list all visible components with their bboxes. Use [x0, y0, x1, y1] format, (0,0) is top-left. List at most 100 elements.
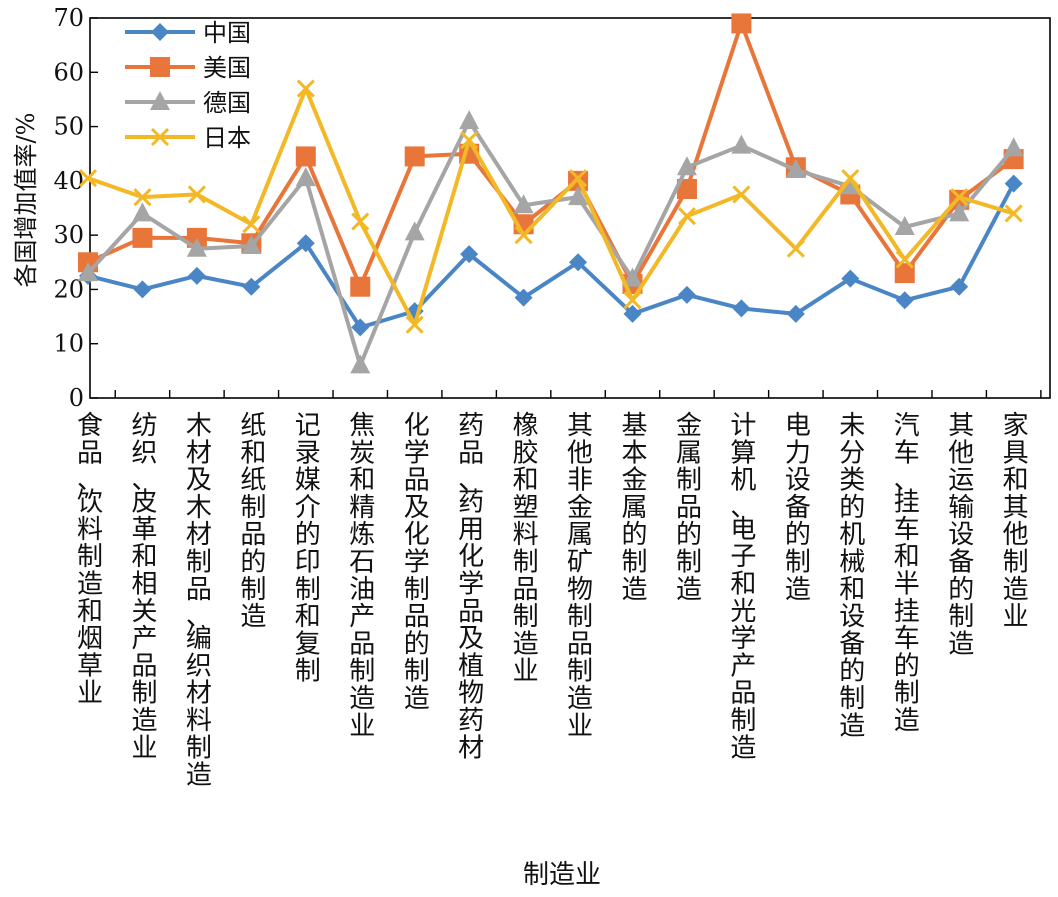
series-point [731, 13, 752, 34]
legend-marker [150, 91, 170, 110]
legend-label: 美国 [203, 54, 251, 82]
series-point [78, 262, 98, 282]
x-category-label: 电力设备的制造 [785, 411, 811, 605]
legend-label: 日本 [203, 124, 251, 152]
series-point [405, 315, 424, 334]
x-category-label: 基本金属的制造 [621, 411, 647, 605]
y-axis-label: 各国增加值率/% [12, 113, 40, 288]
series-point [895, 291, 914, 310]
series-line [86, 119, 1016, 368]
series-point [132, 202, 153, 222]
series-point [676, 156, 697, 176]
series-point [133, 188, 152, 207]
legend-label: 德国 [203, 89, 251, 117]
y-tick-label: 50 [53, 113, 84, 141]
series-point [186, 237, 207, 257]
x-category-label: 化学品及化学制品的制造 [404, 411, 430, 714]
series-point [460, 245, 479, 264]
x-category-label: 橡胶和塑料制品制造业 [513, 411, 539, 687]
series-point [78, 169, 98, 188]
series-point [295, 146, 316, 167]
series-point [351, 212, 370, 231]
series-point [568, 169, 588, 188]
series-point [623, 304, 642, 323]
series-point [785, 159, 806, 178]
legend-marker [150, 57, 170, 77]
series-point [841, 269, 860, 288]
series-point [786, 304, 805, 323]
y-tick-label: 70 [53, 4, 84, 32]
series-point [1004, 204, 1023, 223]
series-line [87, 182, 1016, 330]
series-point [404, 221, 425, 241]
x-category-label: 木材及木材制品、编织材料制造 [186, 411, 212, 791]
series-point [568, 186, 589, 206]
x-category-label: 金属制品的制造 [676, 411, 702, 605]
series-point [949, 202, 970, 222]
series-point [732, 299, 751, 318]
x-category-label: 未分类的机械和设备的制造 [839, 411, 865, 741]
series-point [350, 354, 371, 374]
series-point [132, 227, 153, 248]
series-point [295, 167, 316, 187]
y-tick-label: 10 [53, 330, 84, 358]
series-point [895, 250, 914, 269]
series-point [894, 216, 915, 235]
series-point [1003, 137, 1024, 157]
series-point [459, 110, 480, 130]
series-point [351, 318, 370, 337]
series-point [460, 131, 479, 150]
series-point [242, 215, 261, 234]
series-point [241, 235, 262, 254]
y-tick-label: 60 [53, 58, 84, 86]
x-category-label: 其他非金属矿物制品制造业 [567, 411, 593, 741]
legend-item: 中国 [125, 19, 251, 47]
x-category-label: 食品、饮料制造和烟草业 [77, 411, 103, 709]
x-category-label: 纸和纸制品的制造 [240, 411, 266, 632]
x-category-label: 记录媒介的印制和复制 [295, 411, 321, 687]
series-4 [78, 79, 1023, 334]
series-point [514, 288, 533, 307]
y-tick-label: 0 [69, 384, 84, 412]
x-category-label: 其他运输设备的制造 [948, 411, 974, 659]
y-tick-label: 40 [53, 167, 84, 195]
series-point [242, 277, 261, 296]
series-point [296, 79, 315, 98]
series-point [731, 134, 752, 154]
plot-frame [89, 17, 1051, 399]
series-point [404, 146, 425, 167]
series-point [950, 188, 969, 207]
series-line [87, 86, 1015, 327]
x-category-label: 计算机、电子和光学产品制造 [730, 411, 756, 763]
series-point [677, 207, 697, 226]
series-point [133, 280, 152, 299]
series-point [732, 185, 751, 204]
x-axis-label: 制造业 [523, 860, 601, 890]
series-point [623, 291, 642, 310]
legend-item: 美国 [125, 54, 251, 82]
axes: 010203040506070食品、饮料制造和烟草业纺织、皮革和相关产品制造业木… [53, 4, 1051, 791]
series-point [841, 169, 860, 188]
legend-label: 中国 [203, 19, 251, 47]
series-layer [78, 13, 1024, 374]
series-point [569, 253, 588, 272]
y-tick-label: 30 [53, 221, 84, 249]
x-category-label: 纺织、皮革和相关产品制造业 [131, 411, 157, 763]
legend-item: 德国 [125, 89, 251, 117]
x-category-label: 药品、药用化学品及植物药材 [458, 411, 484, 763]
legend-item: 日本 [125, 124, 251, 152]
series-point [1004, 174, 1023, 193]
x-category-label: 汽车、挂车和半挂车的制造 [894, 411, 920, 736]
series-point [350, 276, 371, 297]
x-category-label: 家具和其他制造业 [1003, 411, 1029, 632]
series-point [676, 179, 697, 199]
series-1 [79, 174, 1023, 337]
series-point [677, 285, 696, 304]
series-point [513, 194, 534, 214]
series-point [786, 239, 805, 258]
legend-marker [150, 127, 170, 147]
series-point [840, 175, 861, 195]
x-category-label: 焦炭和精炼石油产品制造业 [349, 411, 375, 741]
